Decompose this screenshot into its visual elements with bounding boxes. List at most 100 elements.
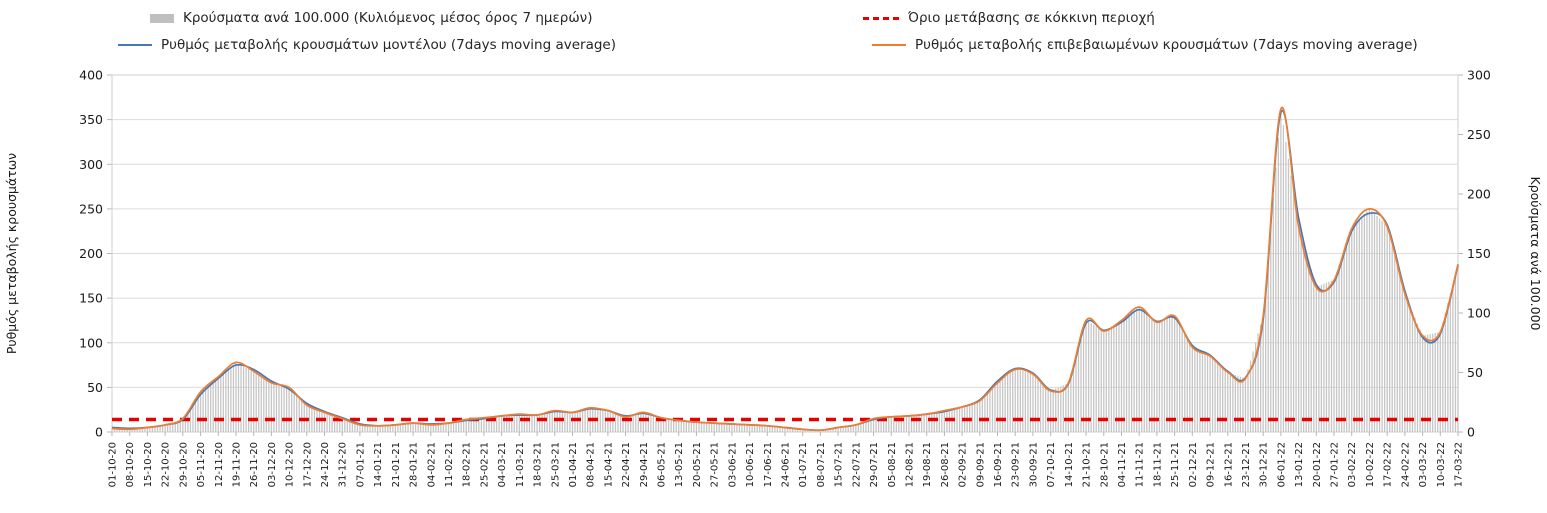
svg-text:01-07-21: 01-07-21 [798, 442, 809, 487]
right-axis-tick: 0 [1467, 425, 1475, 440]
confirmed-rate-line [111, 106, 1459, 432]
svg-text:03-12-20: 03-12-20 [267, 442, 278, 487]
legend-label-cases-bars: Κρούσματα ανά 100.000 (Κυλιόμενος μέσος … [183, 10, 593, 26]
svg-text:25-02-21: 25-02-21 [479, 442, 490, 487]
svg-text:20-01-22: 20-01-22 [1312, 442, 1323, 487]
svg-text:13-05-21: 13-05-21 [674, 442, 685, 487]
orange-line-swatch-icon [872, 44, 906, 46]
svg-text:18-03-21: 18-03-21 [533, 442, 544, 487]
svg-text:19-11-20: 19-11-20 [232, 442, 243, 487]
legend-label-model-rate: Ρυθμός μεταβολής κρουσμάτων μοντέλου (7d… [161, 37, 617, 53]
svg-text:17-02-22: 17-02-22 [1383, 442, 1394, 487]
svg-text:11-03-21: 11-03-21 [515, 442, 526, 487]
svg-text:07-01-21: 07-01-21 [355, 442, 366, 487]
left-axis-tick: 300 [79, 157, 103, 172]
svg-text:21-01-21: 21-01-21 [391, 442, 402, 487]
svg-text:12-11-20: 12-11-20 [214, 442, 225, 487]
right-axis-title: Κρούσματα ανά 100.000 [1528, 177, 1543, 331]
svg-text:28-10-21: 28-10-21 [1099, 442, 1110, 487]
svg-text:08-04-21: 08-04-21 [586, 442, 597, 487]
svg-text:31-12-20: 31-12-20 [338, 442, 349, 487]
svg-text:14-01-21: 14-01-21 [373, 442, 384, 487]
svg-text:01-10-20: 01-10-20 [108, 442, 119, 487]
legend-label-threshold: Όριο μετάβασης σε κόκκινη περιοχή [908, 10, 1155, 26]
svg-text:30-12-21: 30-12-21 [1259, 442, 1270, 487]
bar-swatch-icon [150, 13, 174, 23]
left-axis-tick: 100 [79, 335, 103, 350]
right-axis-tick: 200 [1467, 187, 1491, 202]
svg-text:06-05-21: 06-05-21 [657, 442, 668, 487]
svg-text:03-06-21: 03-06-21 [727, 442, 738, 487]
svg-text:10-03-22: 10-03-22 [1436, 442, 1447, 487]
svg-text:30-09-21: 30-09-21 [1028, 442, 1039, 487]
svg-text:11-11-21: 11-11-21 [1135, 442, 1146, 487]
svg-text:17-12-20: 17-12-20 [302, 442, 313, 487]
right-axis-tick: 300 [1467, 68, 1491, 83]
svg-text:27-05-21: 27-05-21 [710, 442, 721, 487]
svg-text:16-09-21: 16-09-21 [993, 442, 1004, 487]
svg-text:24-06-21: 24-06-21 [781, 442, 792, 487]
legend-item-confirmed-rate: Ρυθμός μεταβολής επιβεβαιωμένων κρουσμάτ… [872, 37, 1418, 53]
svg-text:18-02-21: 18-02-21 [462, 442, 473, 487]
svg-text:15-07-21: 15-07-21 [834, 442, 845, 487]
svg-text:26-08-21: 26-08-21 [940, 442, 951, 487]
svg-text:18-11-21: 18-11-21 [1152, 442, 1163, 487]
legend-item-model-rate: Ρυθμός μεταβολής κρουσμάτων μοντέλου (7d… [118, 37, 616, 53]
svg-text:22-10-20: 22-10-20 [161, 442, 172, 487]
legend-item-threshold: Όριο μετάβασης σε κόκκινη περιοχή [863, 10, 1155, 26]
blue-line-swatch-icon [118, 44, 152, 46]
svg-text:04-02-21: 04-02-21 [426, 442, 437, 487]
svg-text:22-04-21: 22-04-21 [621, 442, 632, 487]
right-axis-tick: 100 [1467, 306, 1491, 321]
svg-text:22-07-21: 22-07-21 [851, 442, 862, 487]
left-axis-tick: 200 [79, 246, 103, 261]
left-axis-tick: 250 [79, 201, 103, 216]
svg-text:25-11-21: 25-11-21 [1170, 442, 1181, 487]
svg-text:10-12-20: 10-12-20 [285, 442, 296, 487]
svg-text:26-11-20: 26-11-20 [249, 442, 260, 487]
left-axis-title: Ρυθμός μεταβολής κρουσμάτων [4, 153, 19, 354]
svg-text:09-12-21: 09-12-21 [1206, 442, 1217, 487]
svg-text:08-07-21: 08-07-21 [816, 442, 827, 487]
svg-text:03-02-22: 03-02-22 [1347, 442, 1358, 487]
svg-text:29-10-20: 29-10-20 [178, 442, 189, 487]
left-axis-tick: 0 [95, 425, 103, 440]
svg-text:02-12-21: 02-12-21 [1188, 442, 1199, 487]
svg-text:03-03-22: 03-03-22 [1418, 442, 1429, 487]
svg-text:16-12-21: 16-12-21 [1223, 442, 1234, 487]
svg-text:14-10-21: 14-10-21 [1064, 442, 1075, 487]
legend-label-confirmed-rate: Ρυθμός μεταβολής επιβεβαιωμένων κρουσμάτ… [915, 37, 1418, 53]
svg-text:23-12-21: 23-12-21 [1241, 442, 1252, 487]
x-axis-labels: 01-10-20 08-10-20 15-10-20 22-10-20 29-10-20… [108, 432, 1465, 487]
svg-text:05-11-20: 05-11-20 [196, 442, 207, 487]
svg-text:17-06-21: 17-06-21 [763, 442, 774, 487]
left-axis-tick: 400 [79, 68, 103, 83]
svg-text:15-04-21: 15-04-21 [603, 442, 614, 487]
svg-text:20-05-21: 20-05-21 [692, 442, 703, 487]
svg-text:10-06-21: 10-06-21 [745, 442, 756, 487]
svg-text:17-03-22: 17-03-22 [1454, 442, 1465, 487]
svg-text:06-01-22: 06-01-22 [1276, 442, 1287, 487]
svg-text:24-12-20: 24-12-20 [320, 442, 331, 487]
svg-text:09-09-21: 09-09-21 [975, 442, 986, 487]
svg-text:10-02-22: 10-02-22 [1365, 442, 1376, 487]
left-axis-tick: 150 [79, 291, 103, 306]
left-axis-tick: 50 [87, 380, 103, 395]
cases-bars-series [111, 108, 1459, 433]
svg-text:05-08-21: 05-08-21 [887, 442, 898, 487]
legend-item-cases-bars: Κρούσματα ανά 100.000 (Κυλιόμενος μέσος … [150, 10, 592, 26]
svg-text:11-02-21: 11-02-21 [444, 442, 455, 487]
svg-text:13-01-22: 13-01-22 [1294, 442, 1305, 487]
right-axis-tick: 250 [1467, 127, 1491, 142]
svg-text:02-09-21: 02-09-21 [958, 442, 969, 487]
svg-text:01-04-21: 01-04-21 [568, 442, 579, 487]
svg-text:08-10-20: 08-10-20 [125, 442, 136, 487]
svg-text:24-02-22: 24-02-22 [1400, 442, 1411, 487]
svg-text:29-04-21: 29-04-21 [639, 442, 650, 487]
svg-text:07-10-21: 07-10-21 [1046, 442, 1057, 487]
svg-text:27-01-22: 27-01-22 [1330, 442, 1341, 487]
svg-text:29-07-21: 29-07-21 [869, 442, 880, 487]
svg-text:28-01-21: 28-01-21 [409, 442, 420, 487]
dashed-line-swatch-icon [863, 16, 899, 20]
